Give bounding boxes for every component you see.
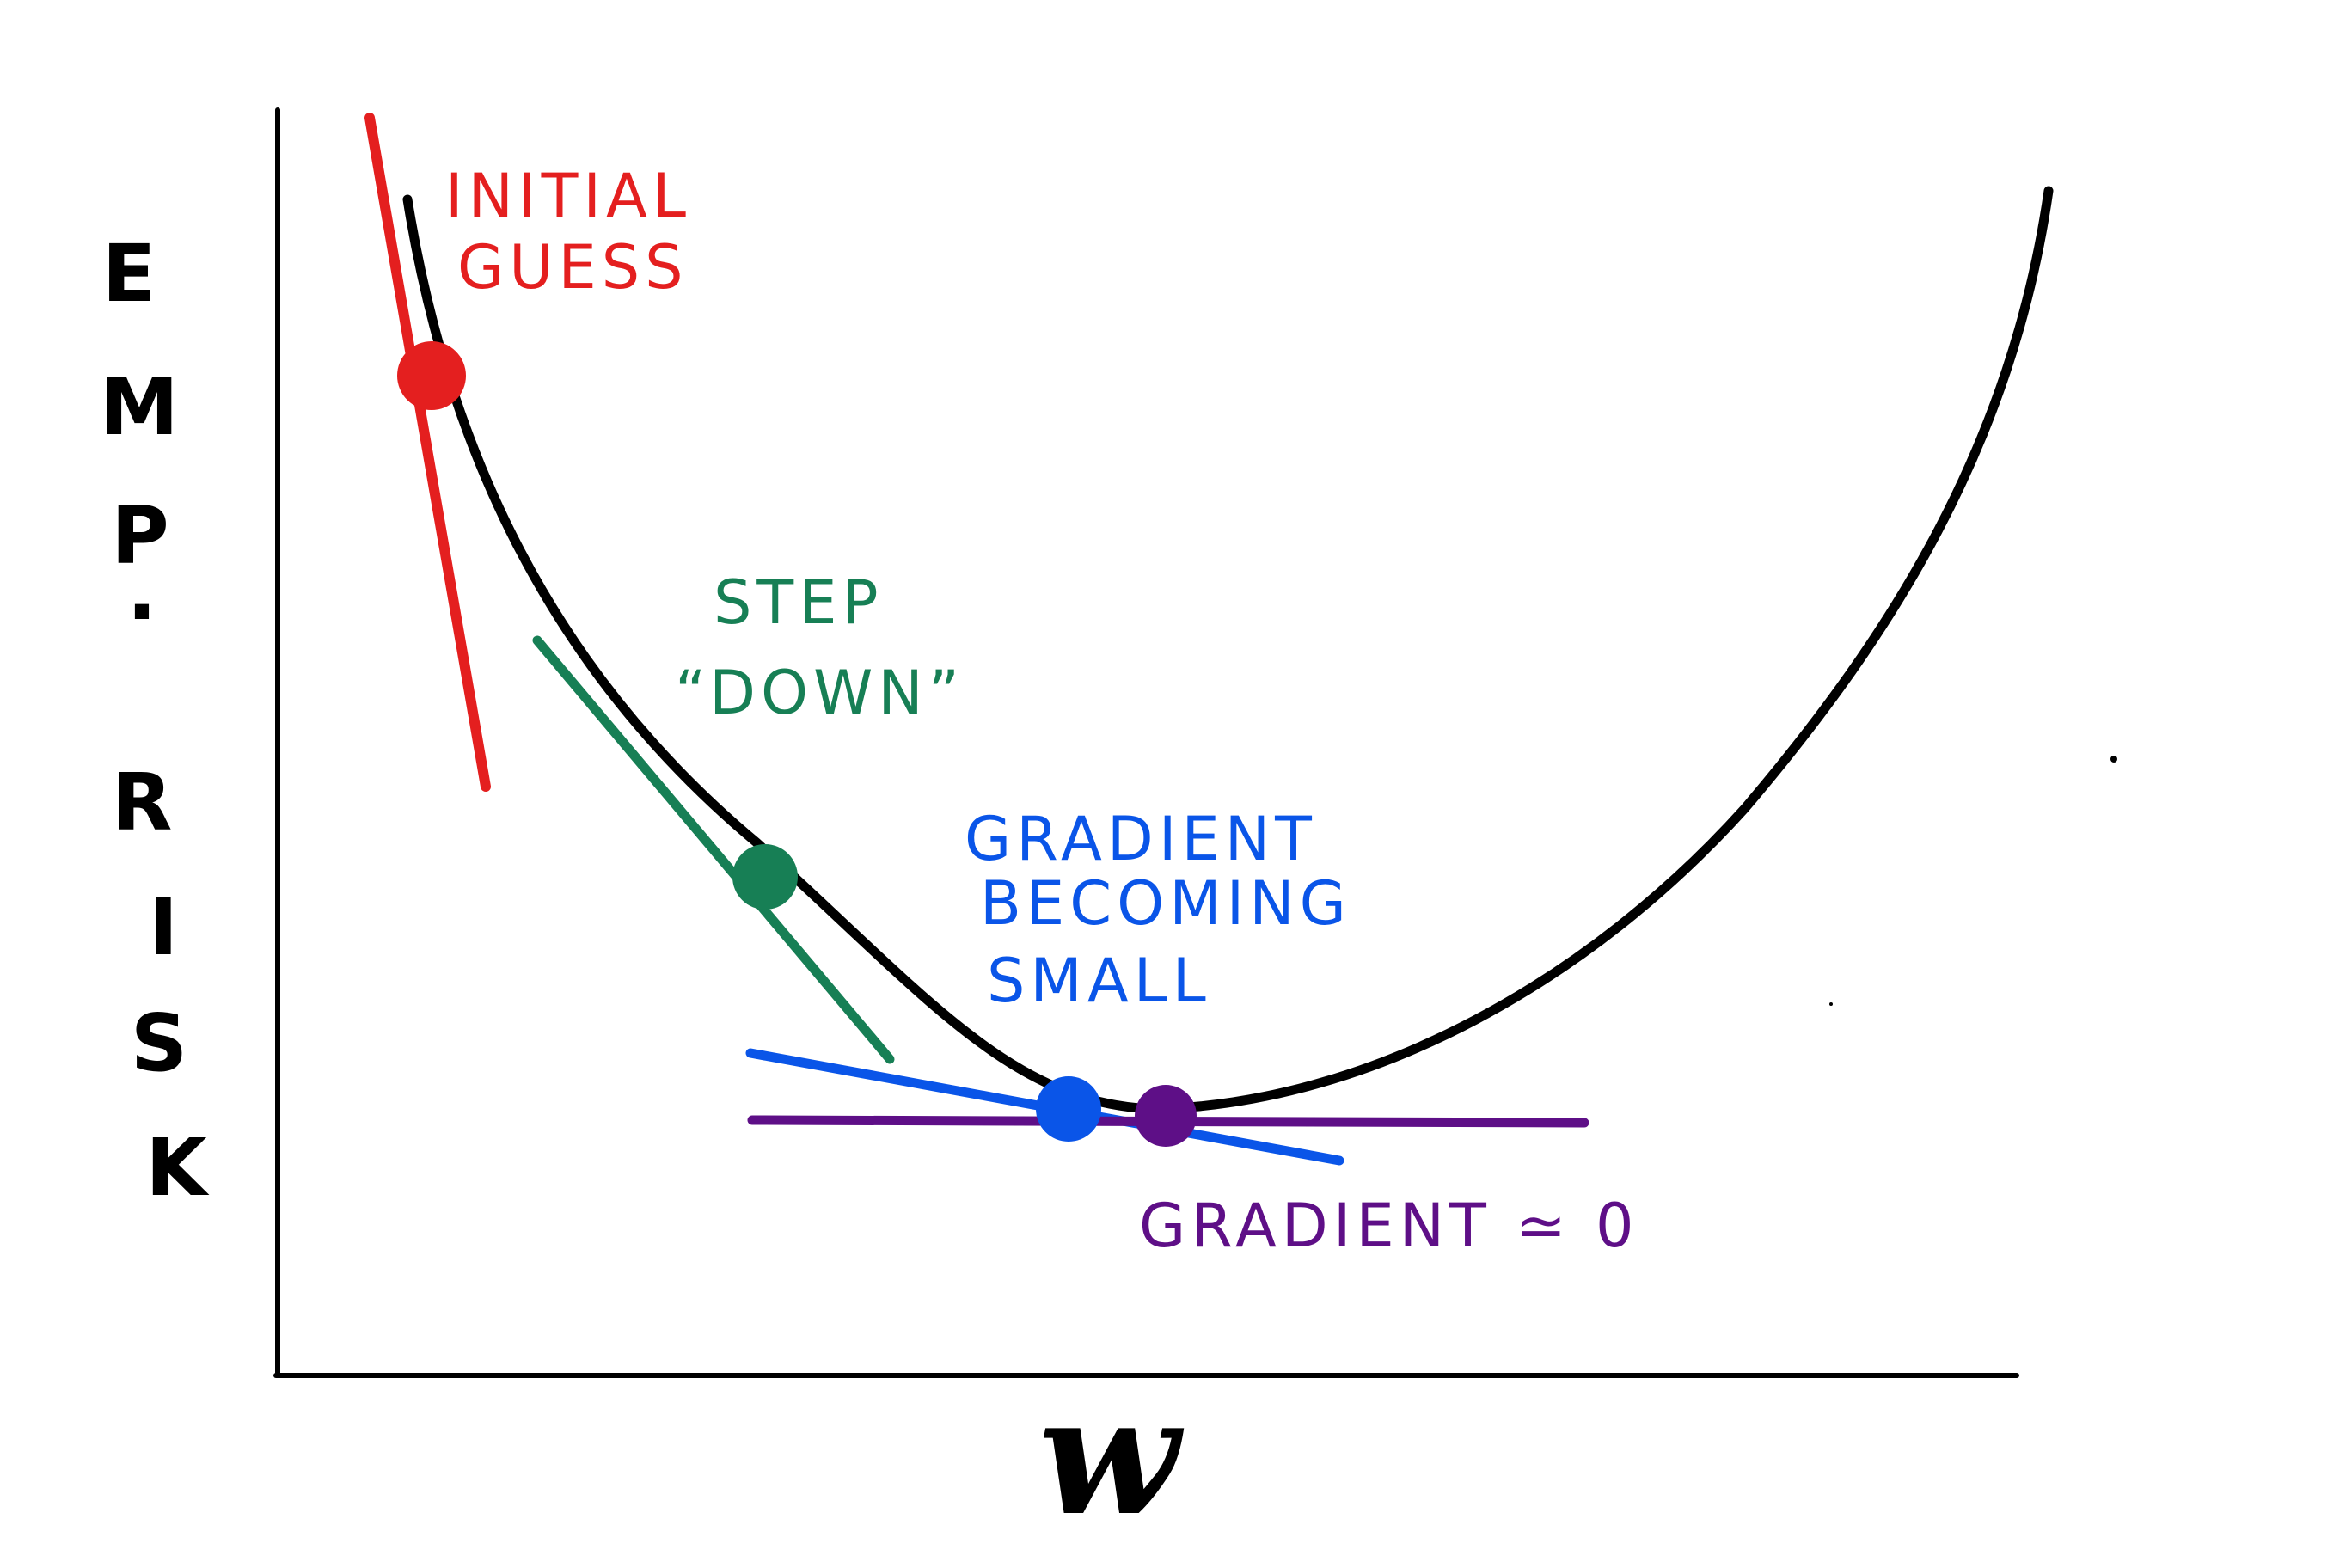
initial-tangent-line xyxy=(364,113,491,792)
y-label-letter: . xyxy=(127,546,157,638)
initial-guess-label-line1: INITIAL xyxy=(445,161,691,231)
step-tangent-line xyxy=(532,635,895,1064)
small-gradient-point xyxy=(1036,1076,1101,1142)
step-down-label-line2: “DOWN” xyxy=(675,658,965,728)
y-label-letter: S xyxy=(131,997,187,1089)
step-down-label: STEP “DOWN” xyxy=(675,567,965,728)
y-axis-label: E M P . R I S K xyxy=(100,228,210,1214)
y-label-letter: K xyxy=(145,1122,210,1214)
y-label-letter: R xyxy=(112,756,173,848)
initial-guess-label-line2: GUESS xyxy=(457,232,689,303)
x-axis-label: w xyxy=(1038,1360,1185,1552)
becoming-small-label-line2: BECOMING xyxy=(980,868,1351,939)
initial-guess-label: INITIAL GUESS xyxy=(445,161,691,303)
gradient-becoming-small-label: GRADIENT BECOMING SMALL xyxy=(965,804,1351,1016)
gradient-zero-label: GRADIENT ≃ 0 xyxy=(1139,1191,1639,1261)
y-label-letter: E xyxy=(102,228,156,320)
becoming-small-label-line3: SMALL xyxy=(987,946,1211,1016)
stray-dot xyxy=(1829,1002,1833,1006)
risk-curve xyxy=(402,186,2054,1114)
zero-gradient-point xyxy=(1135,1085,1197,1147)
step-down-label-line1: STEP xyxy=(714,567,884,638)
y-label-letter: M xyxy=(100,361,179,453)
y-label-letter: P xyxy=(111,490,168,582)
becoming-small-label-line1: GRADIENT xyxy=(965,804,1317,874)
step-down-point xyxy=(732,844,798,910)
initial-guess-point xyxy=(397,341,466,410)
stray-dot xyxy=(2110,756,2117,763)
y-label-letter: I xyxy=(149,881,178,973)
